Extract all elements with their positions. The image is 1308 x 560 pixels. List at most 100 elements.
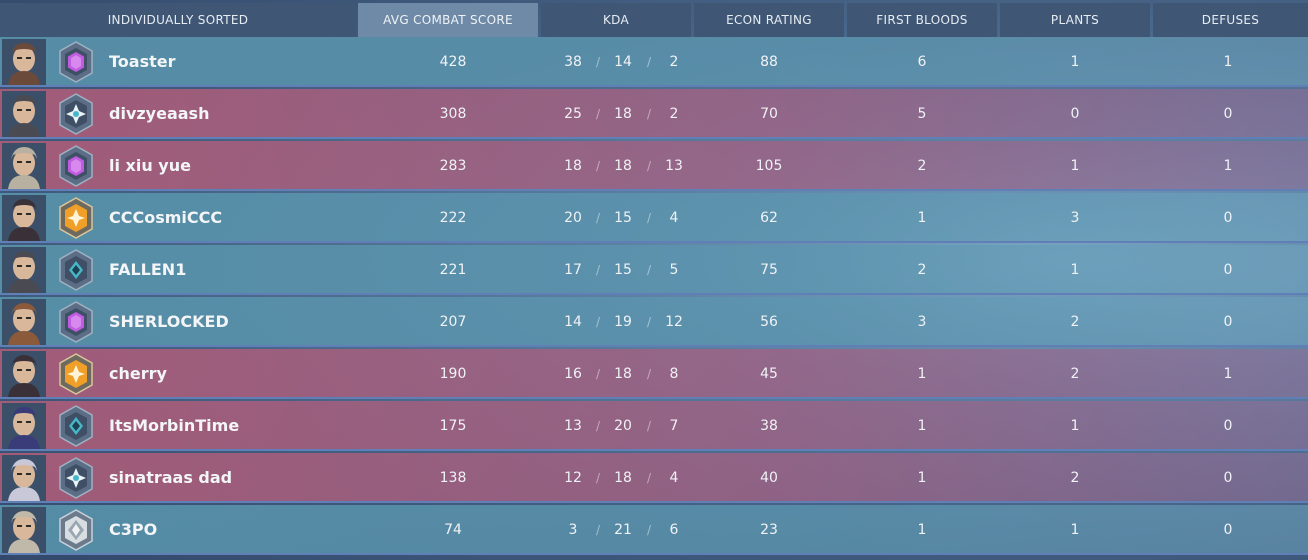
first-bloods-value: 1	[917, 366, 927, 382]
player-row[interactable]: li xiu yue 283 18 / 18 / 13 105 2 1 1	[0, 141, 1308, 191]
acs-value: 221	[439, 262, 467, 278]
deaths-value: 14	[614, 54, 632, 70]
kda-separator: /	[595, 471, 601, 485]
plants-value: 0	[1070, 106, 1080, 122]
acs-value: 207	[439, 314, 467, 330]
agent-portrait	[2, 247, 46, 293]
rank-teal-icon	[56, 404, 96, 448]
player-name: sinatraas dad	[109, 468, 233, 487]
deaths-value: 18	[614, 470, 632, 486]
player-row[interactable]: cherry 190 16 / 18 / 8 45 1 2 1	[0, 349, 1308, 399]
assists-value: 13	[665, 158, 683, 174]
rank-purple-icon	[56, 300, 96, 344]
agent-portrait	[2, 455, 46, 501]
deaths-value: 18	[614, 366, 632, 382]
kills-value: 17	[564, 262, 582, 278]
acs-value: 138	[439, 470, 467, 486]
assists-value: 5	[669, 262, 679, 278]
deaths-value: 20	[614, 418, 632, 434]
player-row[interactable]: FALLEN1 221 17 / 15 / 5 75 2 1 0	[0, 245, 1308, 295]
deaths-value: 15	[614, 210, 632, 226]
plants-value: 1	[1070, 262, 1080, 278]
defuses-value: 0	[1223, 262, 1233, 278]
first-bloods-value: 2	[917, 158, 927, 174]
acs-value: 308	[439, 106, 467, 122]
defuses-value: 0	[1223, 418, 1233, 434]
rank-teal-star-icon	[56, 456, 96, 500]
first-bloods-value: 1	[917, 418, 927, 434]
kda-separator: /	[595, 107, 601, 121]
kda-separator: /	[595, 419, 601, 433]
kda-separator: /	[595, 263, 601, 277]
scoreboard-header: INDIVIDUALLY SORTED AVG COMBAT SCORE KDA…	[0, 3, 1308, 37]
header-econ-rating[interactable]: ECON RATING	[694, 3, 844, 37]
header-sort-label[interactable]: INDIVIDUALLY SORTED	[0, 3, 356, 37]
agent-portrait	[2, 403, 46, 449]
kda-separator: /	[646, 159, 652, 173]
assists-value: 6	[669, 522, 679, 538]
assists-value: 8	[669, 366, 679, 382]
kda-separator: /	[646, 107, 652, 121]
defuses-value: 0	[1223, 470, 1233, 486]
first-bloods-value: 5	[917, 106, 927, 122]
econ-rating-value: 40	[760, 470, 778, 486]
player-row[interactable]: CCCosmiCCC 222 20 / 15 / 4 62 1 3 0	[0, 193, 1308, 243]
assists-value: 4	[669, 210, 679, 226]
defuses-value: 1	[1223, 158, 1233, 174]
acs-value: 222	[439, 210, 467, 226]
player-row[interactable]: C3PO 74 3 / 21 / 6 23 1 1 0	[0, 505, 1308, 555]
rank-gold-icon	[56, 196, 96, 240]
kda-separator: /	[646, 367, 652, 381]
econ-rating-value: 105	[755, 158, 783, 174]
rank-gold-icon	[56, 352, 96, 396]
player-row[interactable]: sinatraas dad 138 12 / 18 / 4 40 1 2 0	[0, 453, 1308, 503]
header-avg-combat-score[interactable]: AVG COMBAT SCORE	[358, 3, 538, 37]
first-bloods-value: 6	[917, 54, 927, 70]
defuses-value: 0	[1223, 106, 1233, 122]
header-kda[interactable]: KDA	[541, 3, 691, 37]
assists-value: 7	[669, 418, 679, 434]
kda-separator: /	[646, 419, 652, 433]
header-defuses[interactable]: DEFUSES	[1153, 3, 1308, 37]
plants-value: 1	[1070, 158, 1080, 174]
first-bloods-value: 2	[917, 262, 927, 278]
plants-value: 1	[1070, 54, 1080, 70]
acs-value: 428	[439, 54, 467, 70]
kda-separator: /	[646, 263, 652, 277]
plants-value: 1	[1070, 418, 1080, 434]
player-row[interactable]: Toaster 428 38 / 14 / 2 88 6 1 1	[0, 37, 1308, 87]
player-name: Toaster	[109, 52, 176, 71]
player-name: CCCosmiCCC	[109, 208, 223, 227]
player-row[interactable]: divzyeaash 308 25 / 18 / 2 70 5 0 0	[0, 89, 1308, 139]
first-bloods-value: 1	[917, 470, 927, 486]
acs-value: 190	[439, 366, 467, 382]
kills-value: 38	[564, 54, 582, 70]
kills-value: 13	[564, 418, 582, 434]
agent-portrait	[2, 507, 46, 553]
kda-separator: /	[646, 55, 652, 69]
agent-portrait	[2, 195, 46, 241]
player-name: SHERLOCKED	[109, 312, 229, 331]
kda-separator: /	[595, 55, 601, 69]
defuses-value: 0	[1223, 522, 1233, 538]
kda-separator: /	[646, 471, 652, 485]
deaths-value: 21	[614, 522, 632, 538]
kda-separator: /	[595, 211, 601, 225]
defuses-value: 1	[1223, 54, 1233, 70]
kda-separator: /	[595, 159, 601, 173]
rank-teal-icon	[56, 248, 96, 292]
kills-value: 12	[564, 470, 582, 486]
assists-value: 2	[669, 106, 679, 122]
player-row[interactable]: ItsMorbinTime 175 13 / 20 / 7 38 1 1 0	[0, 401, 1308, 451]
econ-rating-value: 88	[760, 54, 778, 70]
kda-separator: /	[595, 367, 601, 381]
plants-value: 1	[1070, 522, 1080, 538]
header-plants[interactable]: PLANTS	[1000, 3, 1150, 37]
deaths-value: 18	[614, 106, 632, 122]
header-first-bloods[interactable]: FIRST BLOODS	[847, 3, 997, 37]
player-row[interactable]: SHERLOCKED 207 14 / 19 / 12 56 3 2 0	[0, 297, 1308, 347]
rank-silver-icon	[56, 508, 96, 552]
econ-rating-value: 38	[760, 418, 778, 434]
assists-value: 12	[665, 314, 683, 330]
player-name: divzyeaash	[109, 104, 210, 123]
